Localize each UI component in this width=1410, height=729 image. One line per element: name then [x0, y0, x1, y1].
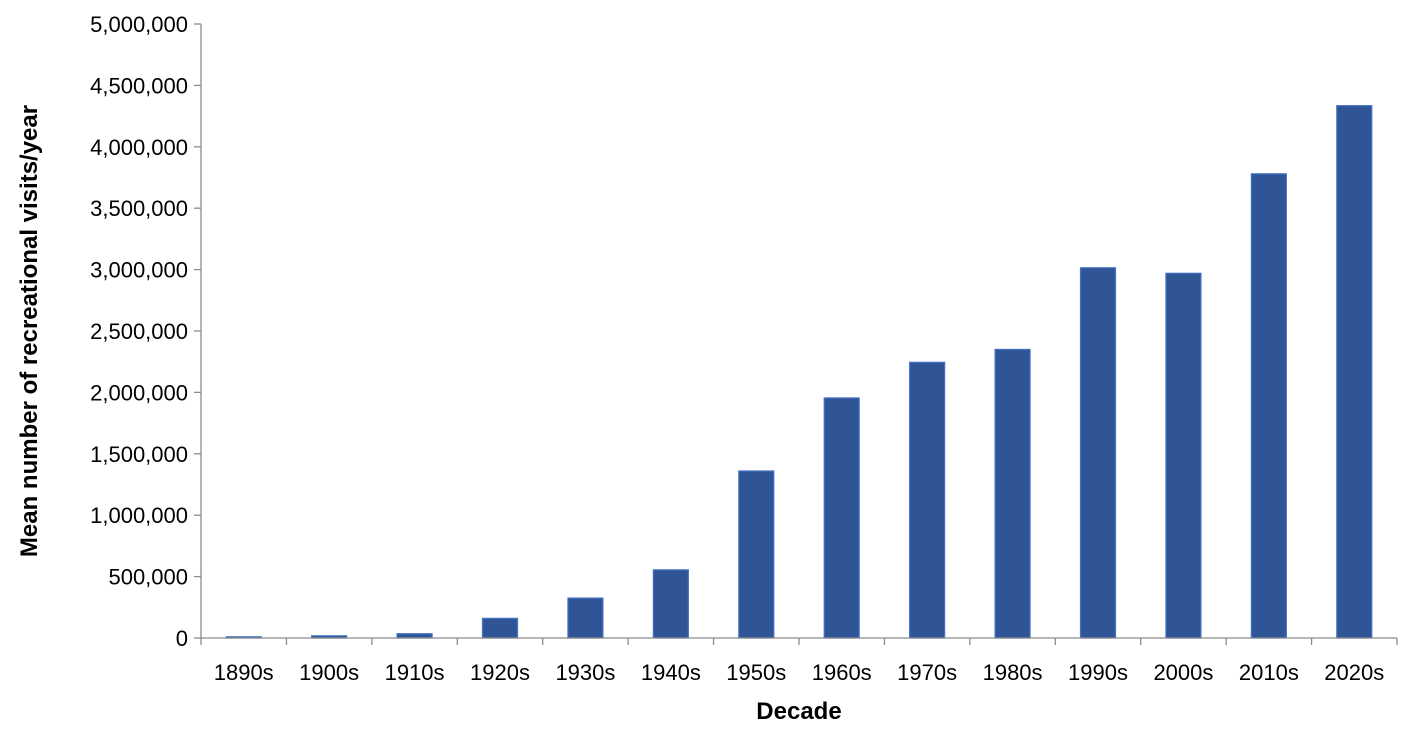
y-tick-label: 3,500,000: [90, 196, 188, 221]
bar-2020s: [1336, 105, 1373, 639]
x-tick-label-1910s: 1910s: [385, 660, 445, 685]
x-tick-label-1990s: 1990s: [1068, 660, 1128, 685]
y-tick-label: 500,000: [108, 565, 188, 590]
y-tick-label: 4,500,000: [90, 73, 188, 98]
bar-1940s: [652, 569, 689, 639]
y-tick-label: 0: [176, 626, 188, 651]
x-tick-label-1950s: 1950s: [726, 660, 786, 685]
x-ticks-group: 1890s 1900s 1910s 1920s 1930s 1940s 1950s 1960s…: [200, 638, 1398, 685]
x-tick-label-2000s: 2000s: [1153, 660, 1213, 685]
y-tick-label: 2,000,000: [90, 380, 188, 405]
bars-group: [225, 105, 1373, 639]
x-tick-label-2010s: 2010s: [1239, 660, 1299, 685]
bar-2000s: [1165, 272, 1202, 639]
x-tick-label-1960s: 1960s: [812, 660, 872, 685]
x-tick-label-1980s: 1980s: [983, 660, 1043, 685]
y-tick-label: 5,000,000: [90, 12, 188, 37]
bar-1980s: [994, 348, 1031, 639]
bar-1990s: [1079, 267, 1117, 639]
y-tick-label: 1,500,000: [90, 442, 188, 467]
bar-1960s: [823, 397, 860, 639]
x-tick-label-1900s: 1900s: [299, 660, 359, 685]
y-ticks-group: 0 500,000 1,000,000 1,500,000 2,000,000 2,500…: [90, 12, 201, 651]
y-tick-label: 2,500,000: [90, 319, 188, 344]
y-tick-label: 3,000,000: [90, 258, 188, 283]
bar-1930s: [567, 597, 604, 639]
x-tick-label-1970s: 1970s: [897, 660, 957, 685]
x-tick-label-1940s: 1940s: [641, 660, 701, 685]
y-axis-title: Mean number of recreational visits/year: [16, 105, 43, 557]
x-tick-label-1890s: 1890s: [214, 660, 274, 685]
bar-2010s: [1250, 173, 1287, 639]
axes-group: [200, 24, 1397, 639]
x-tick-label-1930s: 1930s: [555, 660, 615, 685]
x-tick-label-1920s: 1920s: [470, 660, 530, 685]
bar-1970s: [909, 361, 946, 639]
y-tick-label: 4,000,000: [90, 135, 188, 160]
y-tick-label: 1,000,000: [90, 503, 188, 528]
bar-1950s: [738, 470, 775, 639]
x-axis-title: Decade: [756, 698, 841, 725]
x-tick-label-2020s: 2020s: [1324, 660, 1384, 685]
bar-1920s: [481, 617, 519, 639]
